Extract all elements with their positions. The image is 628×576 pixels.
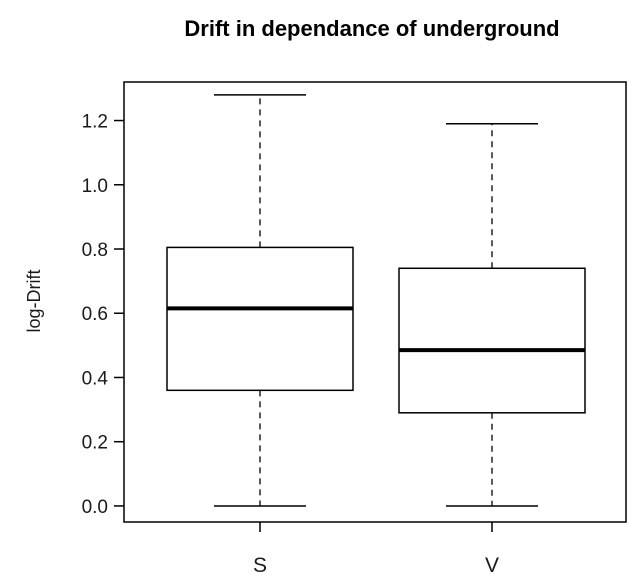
x-tick-label: S [253,554,267,576]
iqr-box [166,246,354,392]
y-tick-label: 0.0 [82,497,108,518]
y-axis-label: log-Drift [24,269,44,332]
y-tick-label: 0.8 [82,240,108,261]
y-tick-label: 1.0 [82,176,108,197]
box-V [398,123,586,507]
x-tick-label: V [485,554,499,576]
iqr-box [398,267,586,414]
y-tick-label: 0.4 [82,368,109,389]
y-tick-label: 0.6 [82,304,108,325]
y-tick-label: 1.2 [82,112,108,133]
plot-frame [123,81,627,523]
box-S [166,94,354,507]
y-axis: 0.0 0.2 0.4 0.6 0.8 1.0 1.2 [82,112,124,518]
boxes-group [166,94,586,507]
y-tick-label: 0.2 [82,433,108,454]
chart-title: Drift in dependance of underground [184,16,559,41]
